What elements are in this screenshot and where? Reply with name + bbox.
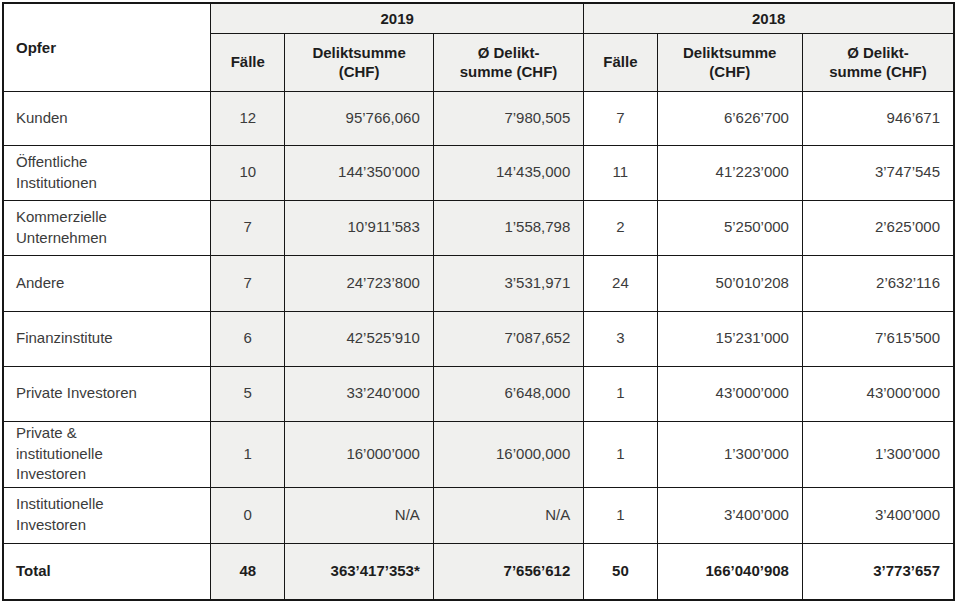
total-label: Total (3, 543, 211, 600)
row-label: Institutionelle Investoren (3, 487, 211, 543)
cell-deliktsumme-2018: 43’000’000 (657, 366, 802, 421)
cell-deliktsumme-2019: 24’723’800 (285, 255, 433, 311)
year-header-2019: 2019 (211, 3, 584, 33)
column-header-avg-deliktsumme-2019: Ø Delikt- summe (CHF) (433, 33, 583, 91)
cell-deliktsumme-2018: 3’400’000 (657, 487, 802, 543)
cell-deliktsumme-2018: 50’010’208 (657, 255, 802, 311)
year-header-2018: 2018 (584, 3, 954, 33)
cell-deliktsumme-2019: 33’240’000 (285, 366, 433, 421)
cell-deliktsumme-2018: 6’626’700 (657, 91, 802, 145)
table-row-kunden: Kunden 12 95’766,060 7’980,505 7 6’626’7… (3, 91, 954, 145)
row-label: Private Investoren (3, 366, 211, 421)
cell-faelle-2018: 1 (584, 366, 657, 421)
table-row-private-institutionelle-investoren: Private & institutionelle Investoren 1 1… (3, 421, 954, 487)
cell-faelle-2018: 2 (584, 200, 657, 255)
row-label: Kunden (3, 91, 211, 145)
cell-avg-2018: 1’300’000 (802, 421, 954, 487)
cell-deliktsumme-2018: 15’231’000 (657, 311, 802, 366)
total-avg-2018: 3’773’657 (802, 543, 954, 600)
cell-avg-2018: 946’671 (802, 91, 954, 145)
cell-faelle-2018: 24 (584, 255, 657, 311)
table-row-oeffentliche-institutionen: Öffentliche Institutionen 10 144’350’000… (3, 145, 954, 200)
row-label: Öffentliche Institutionen (3, 145, 211, 200)
cell-faelle-2018: 3 (584, 311, 657, 366)
cell-deliktsumme-2019: 95’766,060 (285, 91, 433, 145)
cell-faelle-2018: 11 (584, 145, 657, 200)
cell-faelle-2018: 1 (584, 421, 657, 487)
row-label: Finanzinstitute (3, 311, 211, 366)
table-row-institutionelle-investoren: Institutionelle Investoren 0 N/A N/A 1 3… (3, 487, 954, 543)
cell-faelle-2018: 7 (584, 91, 657, 145)
cell-deliktsumme-2019: 10’911’583 (285, 200, 433, 255)
cell-deliktsumme-2018: 5’250’000 (657, 200, 802, 255)
total-faelle-2018: 50 (584, 543, 657, 600)
cell-avg-2018: 3’400’000 (802, 487, 954, 543)
row-label: Andere (3, 255, 211, 311)
column-header-faelle-2019: Fälle (211, 33, 285, 91)
cell-faelle-2018: 1 (584, 487, 657, 543)
cell-avg-2019: 3’531,971 (433, 255, 583, 311)
cell-deliktsumme-2019: 144’350’000 (285, 145, 433, 200)
corner-header-opfer: Opfer (3, 3, 211, 91)
cell-faelle-2019: 5 (211, 366, 285, 421)
cell-deliktsumme-2018: 41’223’000 (657, 145, 802, 200)
total-avg-2019: 7’656’612 (433, 543, 583, 600)
cell-faelle-2019: 1 (211, 421, 285, 487)
table-row-total: Total 48 363’417’353* 7’656’612 50 166’0… (3, 543, 954, 600)
cell-faelle-2019: 6 (211, 311, 285, 366)
victims-losses-table: Opfer 2019 2018 Fälle Deliktsumme (CHF) … (2, 2, 955, 601)
column-header-faelle-2018: Fälle (584, 33, 657, 91)
cell-deliktsumme-2019: 16’000’000 (285, 421, 433, 487)
total-deliktsumme-2018: 166’040’908 (657, 543, 802, 600)
row-label: Private & institutionelle Investoren (3, 421, 211, 487)
table-row-private-investoren: Private Investoren 5 33’240’000 6’648,00… (3, 366, 954, 421)
cell-faelle-2019: 10 (211, 145, 285, 200)
table-row-kommerzielle-unternehmen: Kommerzielle Unternehmen 7 10’911’583 1’… (3, 200, 954, 255)
cell-avg-2019: 14’435,000 (433, 145, 583, 200)
cell-faelle-2019: 7 (211, 255, 285, 311)
cell-avg-2018: 2’625’000 (802, 200, 954, 255)
total-faelle-2019: 48 (211, 543, 285, 600)
column-header-deliktsumme-2018: Deliktsumme (CHF) (657, 33, 802, 91)
cell-avg-2018: 3’747’545 (802, 145, 954, 200)
column-header-avg-deliktsumme-2018: Ø Delikt- summe (CHF) (802, 33, 954, 91)
cell-avg-2019: 7’980,505 (433, 91, 583, 145)
cell-faelle-2019: 12 (211, 91, 285, 145)
cell-avg-2019: N/A (433, 487, 583, 543)
table-container: Opfer 2019 2018 Fälle Deliktsumme (CHF) … (0, 0, 960, 601)
row-label: Kommerzielle Unternehmen (3, 200, 211, 255)
cell-faelle-2019: 0 (211, 487, 285, 543)
cell-deliktsumme-2019: N/A (285, 487, 433, 543)
cell-deliktsumme-2019: 42’525’910 (285, 311, 433, 366)
cell-avg-2019: 16’000,000 (433, 421, 583, 487)
cell-faelle-2019: 7 (211, 200, 285, 255)
table-row-andere: Andere 7 24’723’800 3’531,971 24 50’010’… (3, 255, 954, 311)
cell-avg-2018: 2’632’116 (802, 255, 954, 311)
cell-avg-2019: 6’648,000 (433, 366, 583, 421)
cell-avg-2018: 7’615’500 (802, 311, 954, 366)
cell-avg-2019: 1’558,798 (433, 200, 583, 255)
cell-deliktsumme-2018: 1’300’000 (657, 421, 802, 487)
column-header-deliktsumme-2019: Deliktsumme (CHF) (285, 33, 433, 91)
cell-avg-2018: 43’000’000 (802, 366, 954, 421)
total-deliktsumme-2019: 363’417’353* (285, 543, 433, 600)
cell-avg-2019: 7’087,652 (433, 311, 583, 366)
table-row-finanzinstitute: Finanzinstitute 6 42’525’910 7’087,652 3… (3, 311, 954, 366)
